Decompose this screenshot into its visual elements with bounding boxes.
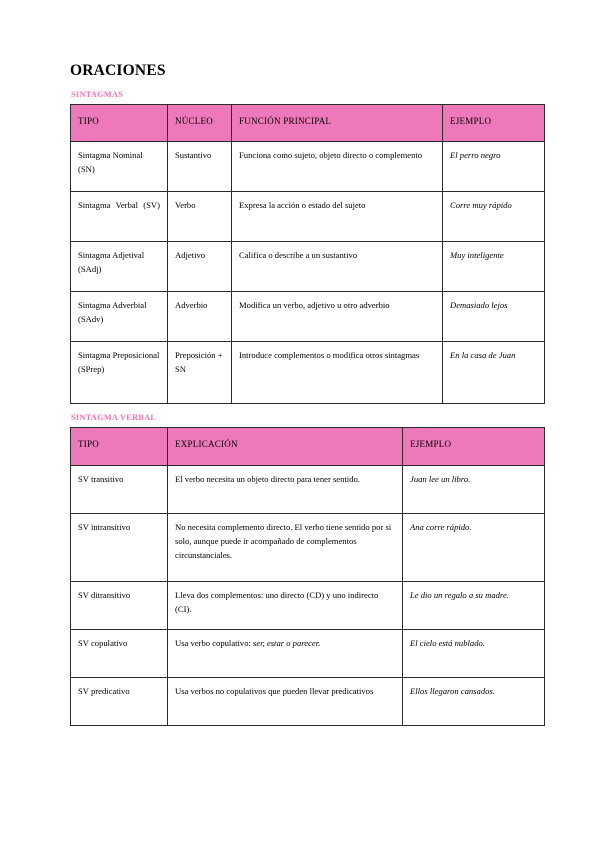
cell-tipo: SV transitivo	[70, 464, 168, 514]
section-label-sintagma-verbal: SINTAGMA VERBAL	[71, 413, 157, 423]
column-header-ejemplo: EJEMPLO	[442, 103, 545, 143]
cell-ejemplo: Ana corre rápido.	[402, 512, 545, 582]
table-header-row: TIPO NÚCLEO FUNCIÓN PRINCIPAL EJEMPLO	[70, 103, 545, 143]
sintagmas-table: TIPO NÚCLEO FUNCIÓN PRINCIPAL EJEMPLO Si…	[70, 103, 545, 405]
cell-ejemplo: Demasiado lejos	[442, 291, 545, 343]
cell-explicacion: El verbo necesita un objeto directo para…	[167, 464, 403, 514]
cell-ejemplo: En la casa de Juan	[442, 341, 545, 405]
cell-tipo: Sintagma Preposicional (SPrep)	[70, 341, 168, 405]
column-header-ejemplo: EJEMPLO	[402, 427, 545, 466]
cell-nucleo: Sustantivo	[167, 141, 232, 193]
cell-tipo: SV intransitivo	[70, 512, 168, 582]
cell-tipo: Sintagma Adverbial (SAdv)	[70, 291, 168, 343]
explicacion-italic-text: ser, estar o parecer.	[253, 637, 321, 648]
cell-tipo: Sintagma Adjetival (SAdj)	[70, 241, 168, 293]
table-row: SV intransitivo No necesita complemento …	[70, 512, 545, 582]
column-header-funcion-principal: FUNCIÓN PRINCIPAL	[231, 103, 443, 143]
explicacion-plain-text: Usa verbo copulativo:	[175, 637, 254, 648]
cell-funcion: Funciona como sujeto, objeto directo o c…	[231, 141, 443, 193]
column-header-tipo: TIPO	[70, 103, 168, 143]
cell-ejemplo: El cielo está nublado.	[402, 628, 545, 678]
table-row: Sintagma Verbal (SV) Verbo Expresa la ac…	[70, 191, 545, 243]
cell-nucleo: Adverbio	[167, 291, 232, 343]
cell-tipo: Sintagma Nominal (SN)	[70, 141, 168, 193]
section-label-sintagmas: SINTAGMAS	[71, 90, 124, 100]
cell-tipo: SV predicativo	[70, 676, 168, 726]
cell-ejemplo: Le dio un regalo a su madre.	[402, 580, 545, 630]
cell-ejemplo: Corre muy rápido	[442, 191, 545, 243]
column-header-nucleo: NÚCLEO	[167, 103, 232, 143]
page-title: ORACIONES	[70, 62, 166, 79]
cell-explicacion: Usa verbos no copulativos que pueden lle…	[167, 676, 403, 726]
cell-nucleo: Preposición + SN	[167, 341, 232, 405]
cell-funcion: Expresa la acción o estado del sujeto	[231, 191, 443, 243]
cell-ejemplo: Muy inteligente	[442, 241, 545, 293]
table-row: Sintagma Nominal (SN) Sustantivo Funcion…	[70, 141, 545, 193]
cell-funcion: Modifica un verbo, adjetivo u otro adver…	[231, 291, 443, 343]
cell-ejemplo: Juan lee un libro.	[402, 464, 545, 514]
table-row: Sintagma Adverbial (SAdv) Adverbio Modif…	[70, 291, 545, 343]
cell-funcion: Introduce complementos o modifica otros …	[231, 341, 443, 405]
table-row: Sintagma Preposicional (SPrep) Preposici…	[70, 341, 545, 405]
cell-explicacion: Lleva dos complementos: uno directo (CD)…	[167, 580, 403, 630]
cell-ejemplo: Ellos llegaron cansados.	[402, 676, 545, 726]
table-row: SV predicativo Usa verbos no copulativos…	[70, 676, 545, 726]
cell-tipo: SV ditransitivo	[70, 580, 168, 630]
cell-explicacion: Usa verbo copulativo: ser, estar o parec…	[167, 628, 403, 678]
document-content: ORACIONES SINTAGMAS TIPO NÚCLEO FUNCIÓN …	[70, 62, 545, 726]
table-row: SV copulativo Usa verbo copulativo: ser,…	[70, 628, 545, 678]
cell-ejemplo: El perro negro	[442, 141, 545, 193]
cell-nucleo: Verbo	[167, 191, 232, 243]
cell-tipo: SV copulativo	[70, 628, 168, 678]
cell-funcion: Califica o describe a un sustantivo	[231, 241, 443, 293]
table-row: SV ditransitivo Lleva dos complementos: …	[70, 580, 545, 630]
table-row: SV transitivo El verbo necesita un objet…	[70, 464, 545, 514]
column-header-explicacion: EXPLICACIÓN	[167, 427, 403, 466]
table-header-row: TIPO EXPLICACIÓN EJEMPLO	[70, 427, 545, 466]
cell-nucleo: Adjetivo	[167, 241, 232, 293]
cell-explicacion: No necesita complemento directo. El verb…	[167, 512, 403, 582]
sintagma-verbal-table: TIPO EXPLICACIÓN EJEMPLO SV transitivo E…	[70, 427, 545, 726]
table-row: Sintagma Adjetival (SAdj) Adjetivo Calif…	[70, 241, 545, 293]
column-header-tipo: TIPO	[70, 427, 168, 466]
cell-tipo: Sintagma Verbal (SV)	[70, 191, 168, 243]
